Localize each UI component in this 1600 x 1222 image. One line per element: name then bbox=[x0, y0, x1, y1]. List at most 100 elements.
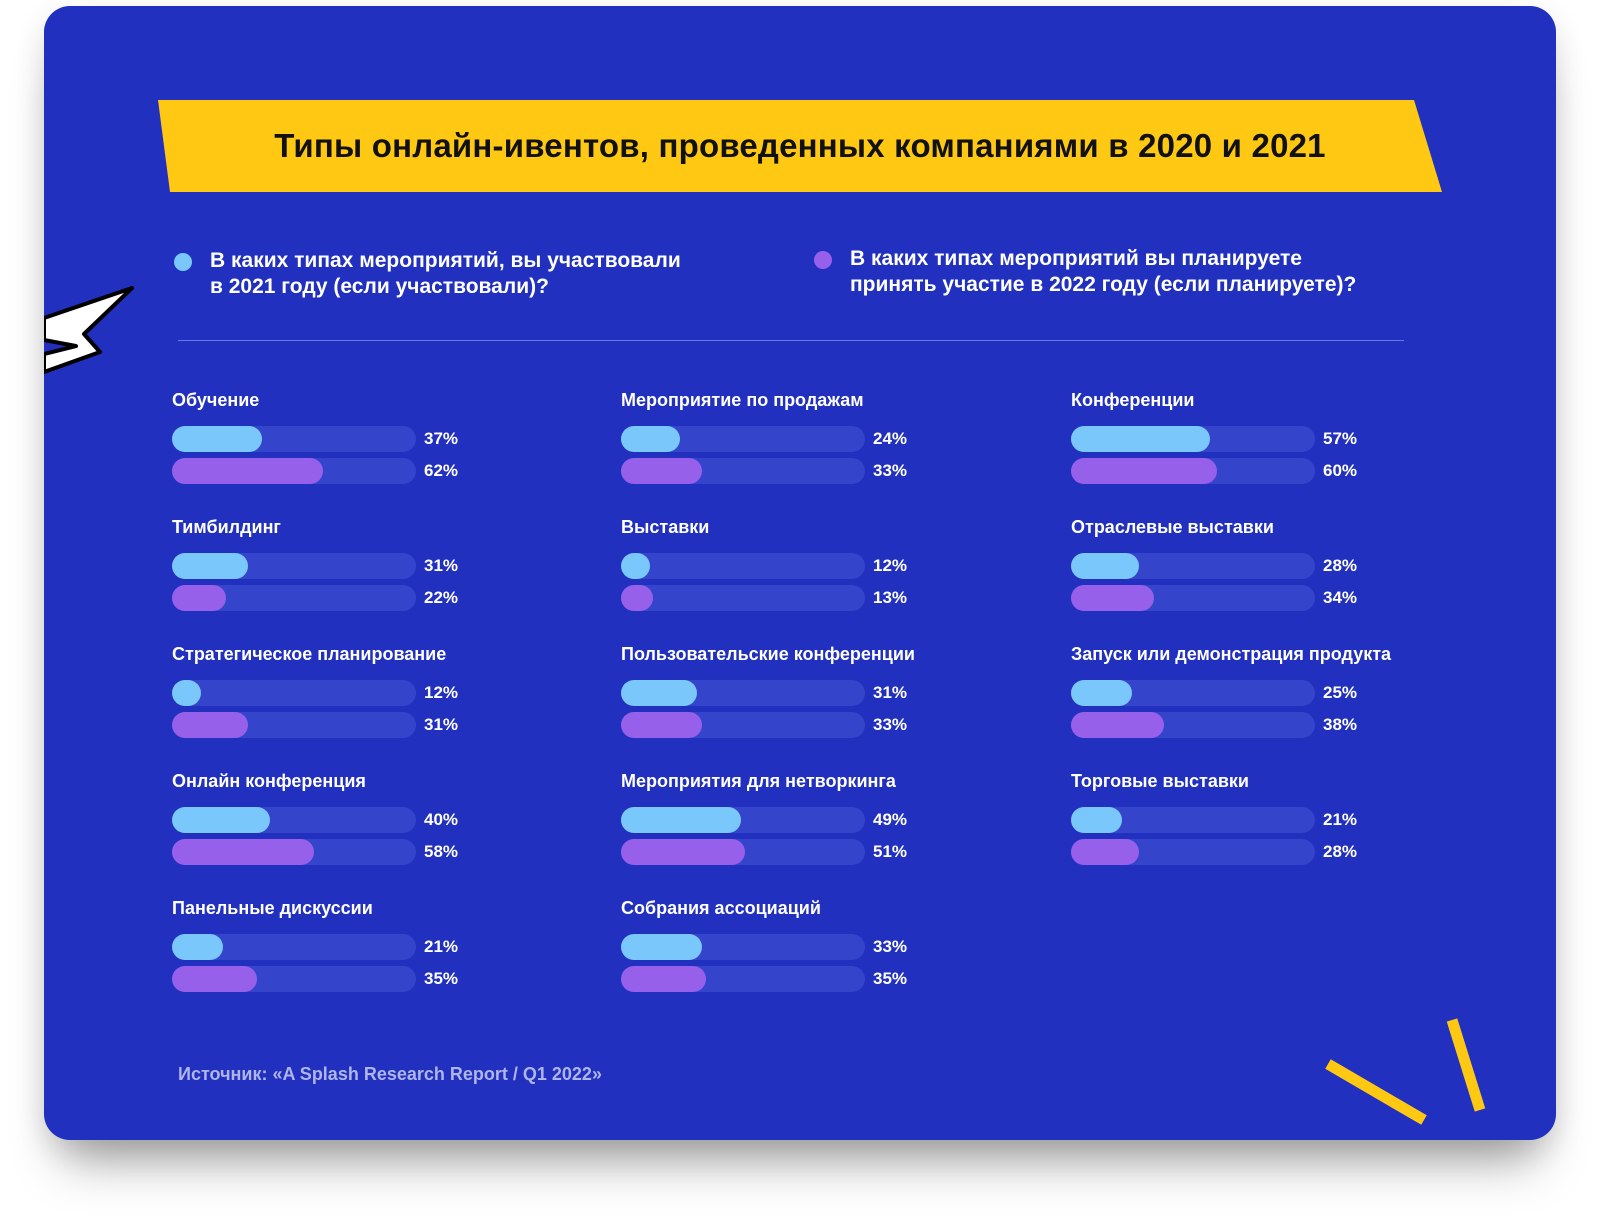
bar-2021 bbox=[621, 934, 702, 960]
bar-2022 bbox=[621, 585, 653, 611]
value-label-2021: 49% bbox=[873, 810, 908, 829]
bar-2021 bbox=[172, 680, 201, 706]
bar-track-2022 bbox=[172, 966, 416, 992]
value-label-2022: 38% bbox=[1323, 715, 1358, 734]
bar-group: Запуск или демонстрация продукта 25% 38% bbox=[1071, 644, 1471, 754]
bar-track-2022 bbox=[1071, 839, 1315, 865]
value-label-2021: 37% bbox=[424, 429, 459, 448]
legend-label-2022: В каких типах мероприятий вы планируете … bbox=[850, 247, 1357, 296]
bar-track-2022 bbox=[172, 839, 416, 865]
bar-track-2021 bbox=[1071, 680, 1315, 706]
bar-2022 bbox=[621, 966, 706, 992]
category-label: Выставки bbox=[621, 517, 710, 537]
legend-item-2021: В каких типах мероприятий, вы участвовал… bbox=[174, 248, 774, 304]
bar-group: Стратегическое планирование 12% 31% bbox=[172, 644, 572, 754]
category-label: Запуск или демонстрация продукта bbox=[1071, 644, 1392, 664]
bar-2021 bbox=[621, 680, 697, 706]
bar-2022 bbox=[172, 712, 248, 738]
bar-2022 bbox=[1071, 458, 1217, 484]
value-label-2022: 35% bbox=[424, 969, 459, 988]
value-label-2022: 33% bbox=[873, 461, 908, 480]
category-label: Мероприятия для нетворкинга bbox=[621, 771, 896, 791]
bar-2022 bbox=[621, 712, 702, 738]
chart-title: Типы онлайн-ивентов, проведенных компани… bbox=[274, 127, 1326, 164]
value-label-2021: 24% bbox=[873, 429, 908, 448]
bar-2021 bbox=[1071, 553, 1139, 579]
bar-group: Онлайн конференция 40% 58% bbox=[172, 771, 572, 881]
bar-track-2021 bbox=[621, 934, 865, 960]
bar-track-2022 bbox=[1071, 585, 1315, 611]
bar-track-2022 bbox=[1071, 458, 1315, 484]
category-label: Стратегическое планирование bbox=[172, 644, 447, 664]
value-label-2022: 31% bbox=[424, 715, 459, 734]
value-label-2022: 35% bbox=[873, 969, 908, 988]
bar-track-2021 bbox=[1071, 426, 1315, 452]
value-label-2021: 21% bbox=[1323, 810, 1358, 829]
title-banner: Типы онлайн-ивентов, проведенных компани… bbox=[158, 100, 1442, 192]
bar-track-2022 bbox=[172, 458, 416, 484]
source-note: Источник: «A Splash Research Report / Q1… bbox=[178, 1064, 602, 1084]
value-label-2021: 21% bbox=[424, 937, 459, 956]
accent-strokes-icon bbox=[1325, 1018, 1486, 1125]
bar-group: Панельные дискуссии 21% 35% bbox=[172, 898, 572, 1008]
bar-group: Мероприятия для нетворкинга 49% 51% bbox=[621, 771, 1021, 881]
bar-group: Торговые выставки 21% 28% bbox=[1071, 771, 1471, 881]
bar-group: Тимбилдинг 31% 22% bbox=[172, 517, 572, 627]
category-label: Мероприятие по продажам bbox=[621, 390, 864, 410]
legend-label-2021: В каких типах мероприятий, вы участвовал… bbox=[210, 249, 681, 298]
bar-track-2021 bbox=[621, 426, 865, 452]
value-label-2022: 33% bbox=[873, 715, 908, 734]
value-label-2021: 12% bbox=[424, 683, 459, 702]
value-label-2022: 58% bbox=[424, 842, 459, 861]
bar-2022 bbox=[172, 839, 314, 865]
value-label-2021: 12% bbox=[873, 556, 908, 575]
bar-group: Пользовательские конференции 31% 33% bbox=[621, 644, 1021, 754]
lightning-icon bbox=[44, 286, 134, 374]
infographic-card: Типы онлайн-ивентов, проведенных компани… bbox=[44, 6, 1556, 1140]
bar-track-2021 bbox=[621, 553, 865, 579]
bar-group: Конференции 57% 60% bbox=[1071, 390, 1471, 500]
category-label: Пользовательские конференции bbox=[621, 644, 915, 664]
bar-2022 bbox=[621, 839, 745, 865]
value-label-2022: 22% bbox=[424, 588, 459, 607]
category-label: Обучение bbox=[172, 390, 260, 410]
bar-2021 bbox=[172, 426, 262, 452]
category-label: Тимбилдинг bbox=[172, 517, 281, 537]
legend-divider bbox=[178, 340, 1404, 341]
bar-track-2022 bbox=[1071, 712, 1315, 738]
bar-track-2021 bbox=[172, 934, 416, 960]
bar-track-2022 bbox=[621, 839, 865, 865]
bar-track-2022 bbox=[621, 712, 865, 738]
value-label-2022: 60% bbox=[1323, 461, 1358, 480]
bar-2022 bbox=[1071, 712, 1164, 738]
bar-group: Отраслевые выставки 28% 34% bbox=[1071, 517, 1471, 627]
value-label-2021: 31% bbox=[873, 683, 908, 702]
bar-2021 bbox=[172, 934, 223, 960]
category-label: Собрания ассоциаций bbox=[621, 898, 821, 918]
bar-group: Выставки 12% 13% bbox=[621, 517, 1021, 627]
value-label-2021: 25% bbox=[1323, 683, 1358, 702]
bar-2021 bbox=[621, 553, 650, 579]
bar-track-2022 bbox=[172, 585, 416, 611]
value-label-2021: 57% bbox=[1323, 429, 1358, 448]
bar-2022 bbox=[172, 458, 323, 484]
bar-2021 bbox=[1071, 680, 1132, 706]
value-label-2021: 28% bbox=[1323, 556, 1358, 575]
bar-2021 bbox=[1071, 426, 1210, 452]
value-label-2022: 51% bbox=[873, 842, 908, 861]
bar-group: Собрания ассоциаций 33% 35% bbox=[621, 898, 1021, 1008]
bar-group: Обучение 37% 62% bbox=[172, 390, 572, 500]
value-label-2021: 40% bbox=[424, 810, 459, 829]
bar-2021 bbox=[172, 807, 270, 833]
bar-2021 bbox=[621, 807, 741, 833]
category-label: Онлайн конференция bbox=[172, 771, 366, 791]
bar-2022 bbox=[1071, 839, 1139, 865]
bar-track-2021 bbox=[172, 553, 416, 579]
bar-track-2022 bbox=[621, 458, 865, 484]
bar-track-2022 bbox=[621, 966, 865, 992]
category-label: Отраслевые выставки bbox=[1071, 517, 1274, 537]
bar-track-2021 bbox=[621, 680, 865, 706]
value-label-2022: 28% bbox=[1323, 842, 1358, 861]
bar-2021 bbox=[621, 426, 680, 452]
bar-2022 bbox=[621, 458, 702, 484]
